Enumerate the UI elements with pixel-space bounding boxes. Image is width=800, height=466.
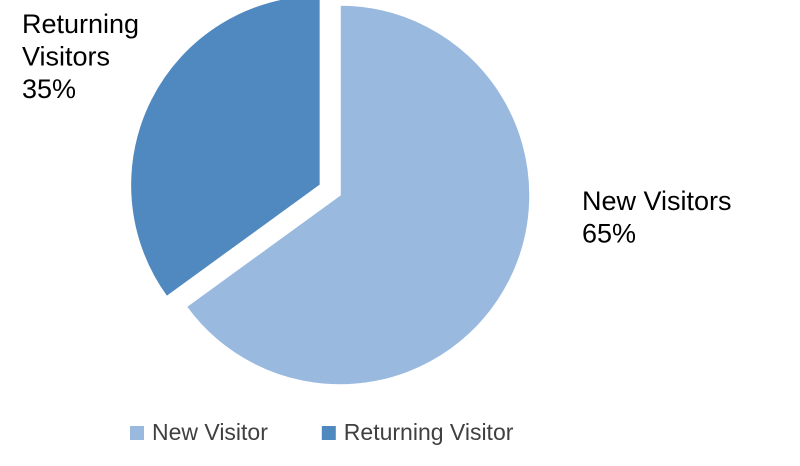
data-label-new-visitor: New Visitors 65% xyxy=(582,186,732,248)
legend-swatch xyxy=(321,426,336,440)
data-label-returning-visitor: Returning Visitors 35% xyxy=(22,9,139,104)
legend-label: Returning Visitor xyxy=(344,419,514,445)
pie-slice-new-visitor xyxy=(185,4,531,386)
legend-item-returning-visitor: Returning Visitor xyxy=(321,419,514,445)
data-label-line: 35% xyxy=(22,74,76,104)
pie-slice-returning-visitor xyxy=(129,0,322,298)
data-label-line: Returning xyxy=(22,9,139,39)
legend-swatch xyxy=(130,426,144,440)
data-label-line: Visitors xyxy=(22,41,110,71)
data-label-line: New Visitors xyxy=(582,186,732,216)
legend-item-new-visitor: New Visitor xyxy=(130,419,268,445)
data-label-line: 65% xyxy=(582,218,636,248)
legend-label: New Visitor xyxy=(152,419,268,445)
